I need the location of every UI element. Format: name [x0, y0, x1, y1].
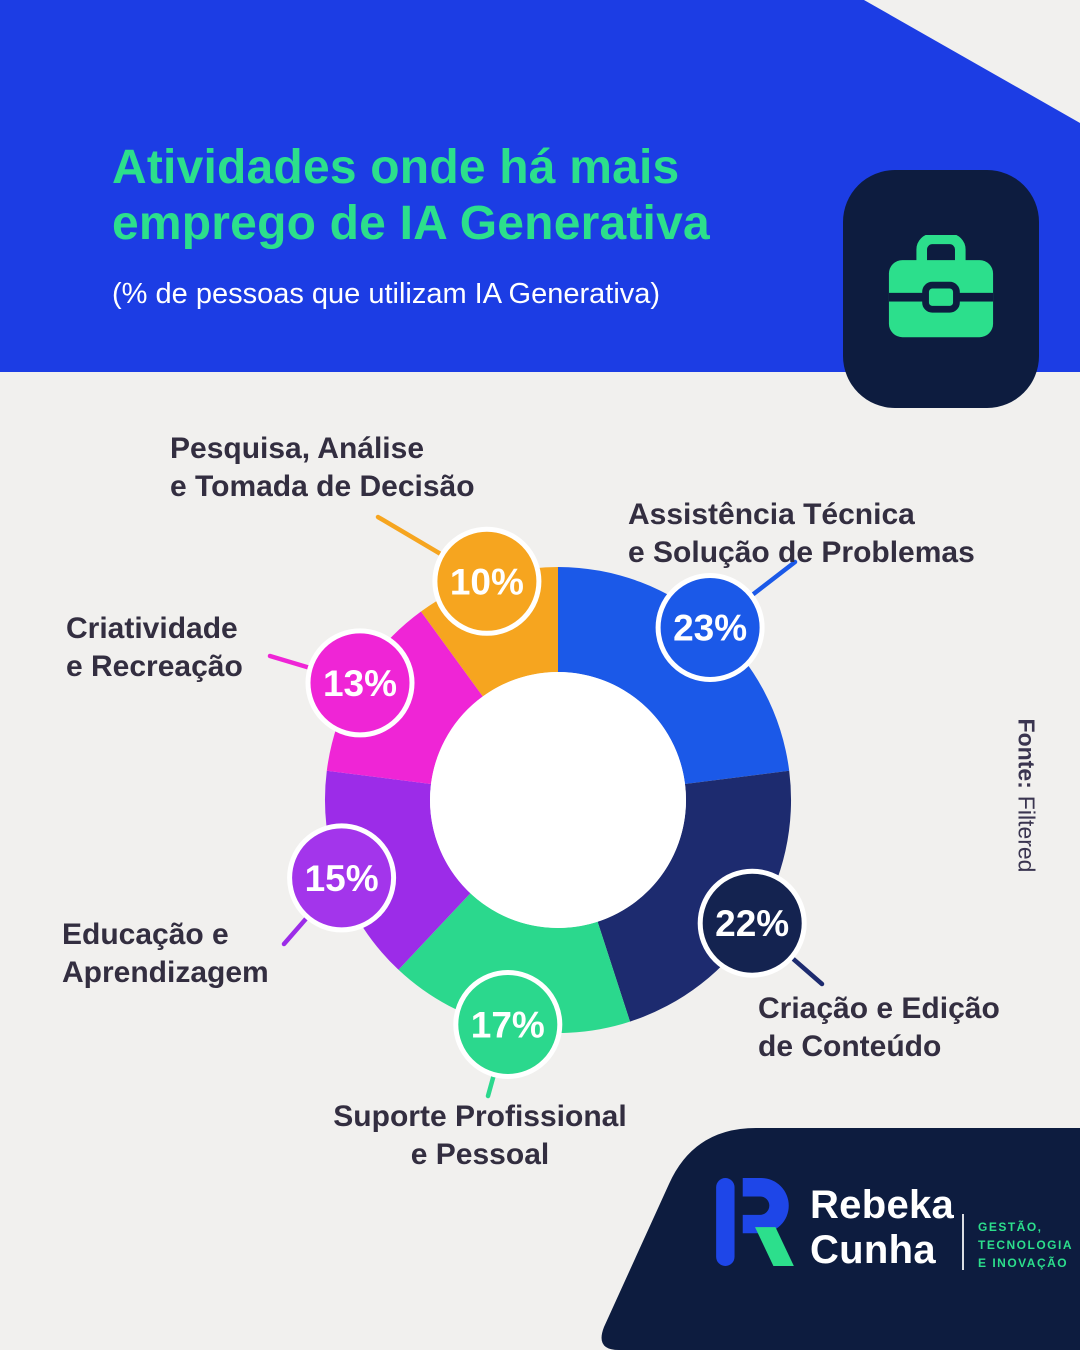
page-title: Atividades onde há mais emprego de IA Ge…: [112, 141, 710, 250]
percent-badge-label-6: 10%: [450, 561, 524, 602]
briefcase-icon: [888, 235, 994, 338]
percent-badge-label-2: 22%: [715, 903, 789, 944]
donut-hole: [430, 672, 686, 928]
percent-badge-2: [697, 868, 807, 978]
brand-first-name: Rebeka: [810, 1183, 955, 1227]
percent-badge-label-1: 23%: [673, 608, 747, 649]
slice-label-criacao: Criação e Edição de Conteúdo: [758, 992, 1000, 1064]
donut-slice-3: [398, 893, 630, 1033]
percent-badge-3: [453, 970, 563, 1079]
slice-label-suporte: Suporte Profissional e Pessoal: [333, 1100, 627, 1172]
percent-badge-4: [287, 823, 397, 933]
donut-slice-1: [558, 567, 790, 784]
briefcase-card: [843, 170, 1039, 408]
percent-badge-label-4: 15%: [305, 858, 379, 899]
brand-last-name: Cunha: [810, 1227, 936, 1272]
slice-label-pesquisa: Pesquisa, Análise e Tomada de Decisão: [170, 432, 475, 504]
slice-label-assistencia: Assistência Técnica e Solução de Problem…: [628, 498, 975, 570]
percent-badge-6: [432, 526, 542, 636]
percent-badge-label-3: 17%: [471, 1005, 545, 1046]
brand-tagline: GESTÃO, TECNOLOGIA E INOVAÇÃO: [978, 1220, 1073, 1270]
percent-badge-1: [655, 573, 765, 682]
slice-label-educacao: Educação e Aprendizagem: [62, 918, 269, 990]
percent-badge-label-5: 13%: [323, 663, 397, 704]
brand-name: Rebeka Cunha: [810, 1183, 954, 1273]
brand-divider: [962, 1214, 964, 1270]
donut-slice-2: [597, 770, 792, 1022]
percent-badge-5: [305, 628, 415, 738]
page-subtitle: (% de pessoas que utilizam IA Generativa…: [112, 278, 661, 310]
slice-label-criatividade: Criatividade e Recreação: [66, 612, 243, 684]
brand-logo-r-icon: [716, 1178, 794, 1266]
